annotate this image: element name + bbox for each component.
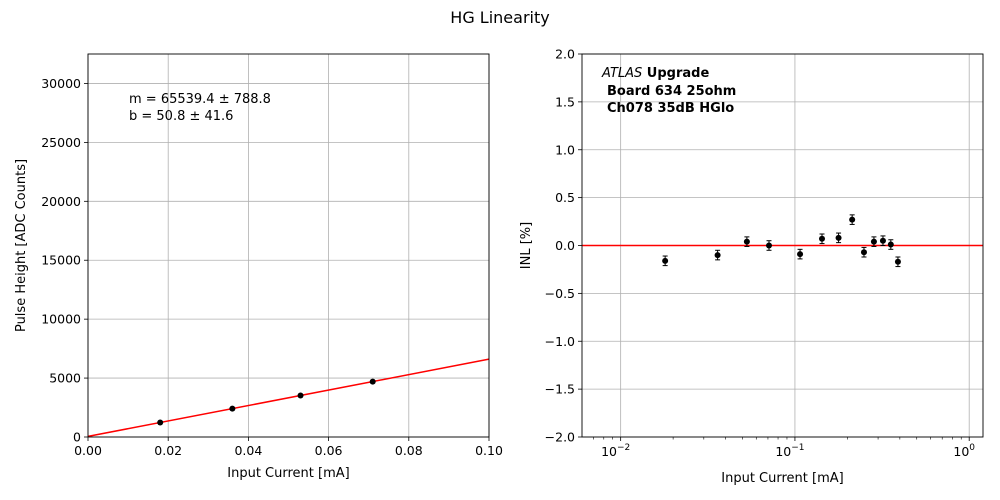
x-axis-label: Input Current [mA] [721, 471, 843, 486]
data-marker [887, 241, 894, 248]
data-marker [797, 251, 804, 258]
y-axis-label: Pulse Height [ADC Counts] [14, 159, 29, 332]
data-point [870, 236, 877, 247]
x-tick-label: 0.04 [234, 443, 262, 458]
data-marker [662, 257, 669, 264]
x-tick-label: 0.06 [315, 443, 343, 458]
plot-frame [87, 53, 490, 438]
y-axis-label: INL [%] [519, 222, 534, 269]
data-point [835, 232, 842, 244]
data-point [229, 405, 236, 412]
data-point [766, 240, 773, 251]
y-tick-label: 25000 [41, 135, 81, 150]
data-point [797, 248, 804, 260]
board-label: Board 634 25ohm [607, 84, 736, 99]
data-marker [743, 238, 750, 245]
data-point [894, 256, 901, 268]
data-point [297, 392, 304, 399]
data-point [743, 236, 750, 247]
y-tick-label: 20000 [41, 194, 81, 209]
channel-label: Ch078 35dB HGlo [607, 101, 734, 116]
y-tick-label: −1.5 [545, 382, 575, 397]
x-axis-label: Input Current [mA] [227, 466, 349, 481]
y-tick-label: 0.0 [555, 238, 575, 253]
y-tick-label: −0.5 [545, 286, 575, 301]
y-tick-label: −1.0 [545, 334, 575, 349]
y-tick-label: 10000 [41, 312, 81, 327]
x-tick-label: 0.08 [395, 443, 423, 458]
y-tick-label: −2.0 [545, 430, 575, 445]
data-point [369, 378, 376, 385]
data-marker [879, 237, 886, 244]
y-tick-label: 0 [73, 430, 81, 445]
y-tick-label: 30000 [41, 76, 81, 91]
x-tick-label: 100 [953, 443, 975, 459]
x-tick-label: 10−2 [601, 443, 630, 459]
fit-annotation-intercept: b = 50.8 ± 41.6 [129, 109, 233, 124]
inl-chart: 10−2 10−1 100 −2.0 −1.5 −1.0 −0.5 0.0 0.5 1.0 1.5 2… [519, 47, 984, 486]
data-point [662, 255, 669, 267]
data-marker [766, 242, 773, 249]
data-marker [870, 238, 877, 245]
data-point [819, 233, 826, 245]
data-point [157, 419, 164, 426]
x-tick-label: 0.00 [74, 443, 102, 458]
fit-annotation-slope: m = 65539.4 ± 788.8 [129, 92, 271, 107]
data-point [879, 235, 886, 246]
data-marker [835, 234, 842, 241]
data-marker [860, 249, 867, 256]
data-point [860, 246, 867, 258]
atlas-label: ATLAS Upgrade [601, 66, 709, 81]
y-tick-label: 0.5 [555, 190, 575, 205]
y-tick-label: 1.5 [555, 94, 575, 109]
data-marker [849, 216, 856, 223]
figure-title: HG Linearity [450, 8, 550, 27]
data-marker [714, 252, 721, 259]
data-point [714, 249, 721, 261]
y-tick-label: 15000 [41, 253, 81, 268]
fit-line [87, 358, 490, 438]
data-marker [894, 258, 901, 265]
data-marker [819, 235, 826, 242]
x-tick-label: 0.02 [154, 443, 182, 458]
linearity-chart: 0.00 0.02 0.04 0.06 0.08 0.10 0 5000 10000 15000 2… [14, 53, 503, 481]
data-point [887, 239, 894, 250]
y-tick-label: 1.0 [555, 142, 575, 157]
x-tick-label: 10−1 [775, 443, 804, 459]
y-tick-label: 5000 [49, 371, 81, 386]
data-point [849, 214, 856, 225]
x-tick-label: 0.10 [475, 443, 503, 458]
y-tick-label: 2.0 [555, 47, 575, 62]
